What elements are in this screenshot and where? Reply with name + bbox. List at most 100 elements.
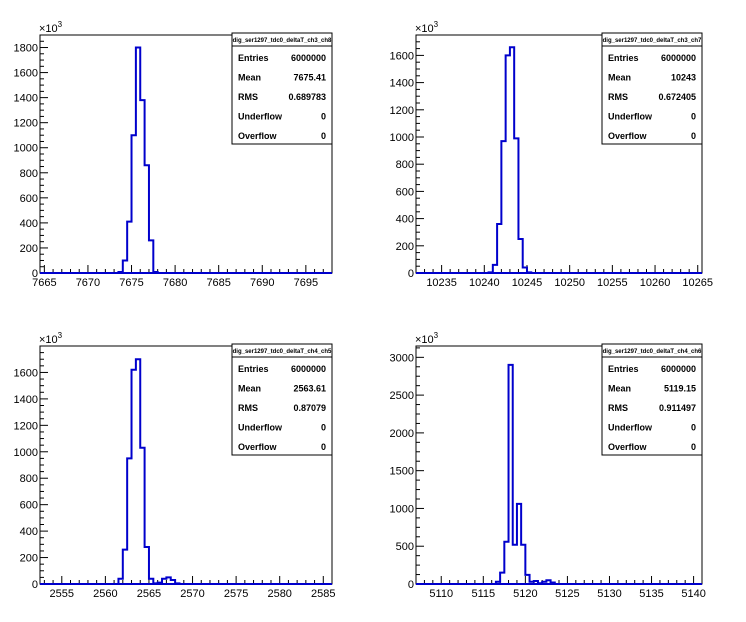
stats-value: 0: [321, 131, 326, 141]
y-tick-label: 600: [20, 500, 38, 512]
stats-label: RMS: [238, 403, 258, 413]
y-tick-label: 600: [20, 193, 38, 205]
histogram-series: [487, 46, 533, 274]
x-tick-label: 7680: [163, 277, 187, 289]
stats-label: Overflow: [238, 131, 278, 141]
stats-value: 0: [321, 442, 326, 452]
stats-value: 6000000: [661, 53, 696, 63]
stats-value: 7675.41: [293, 73, 326, 83]
x-tick-label: 10260: [640, 277, 671, 289]
histogram-pad-4: 5110 5115 5120 5125 5130 5135 5140 0 500 1000 1500…: [390, 331, 706, 600]
stats-label: Entries: [608, 364, 639, 374]
x-tick-label: 7690: [250, 277, 274, 289]
x-tick-label: 2570: [180, 588, 204, 600]
y-tick-label: 1200: [390, 105, 414, 117]
y-tick-label: 1200: [14, 118, 38, 130]
y-tick-label: 0: [32, 579, 38, 591]
stats-label: Underflow: [608, 423, 653, 433]
y-tick-label: 1000: [390, 132, 414, 144]
stats-label: Mean: [238, 73, 261, 83]
stats-value: 2563.61: [293, 384, 326, 394]
y-tick-label: 1600: [14, 367, 38, 379]
stats-box-border: [231, 32, 333, 145]
y-tick-label: 1200: [14, 420, 38, 432]
y-tick-label: 200: [20, 243, 38, 255]
x-tick-label: 10245: [512, 277, 543, 289]
y-tick-label: 500: [396, 541, 414, 553]
y-tick-label: 600: [396, 186, 414, 198]
y-tick-label: 400: [20, 218, 38, 230]
y-tick-label: 800: [20, 473, 38, 485]
stats-label: Overflow: [608, 131, 648, 141]
x-tick-label: 10255: [597, 277, 628, 289]
y-tick-label: 3000: [390, 352, 414, 364]
stats-box-border: [601, 343, 703, 456]
y-tick-label: 1000: [14, 143, 38, 155]
histogram-pad-3: 2555 2560 2565 2570 2575 2580 2585 0 200 400 600 80…: [14, 331, 336, 600]
stats-value: 0.87079: [293, 403, 326, 413]
x-tick-label: 10250: [554, 277, 585, 289]
y-exponent-label: ×103: [39, 20, 63, 35]
stats-value: 0: [321, 423, 326, 433]
y-tick-label: 1800: [14, 43, 38, 55]
y-tick-label: 1400: [14, 394, 38, 406]
y-tick-label: 2000: [390, 428, 414, 440]
x-tick-label: 10235: [426, 277, 457, 289]
x-tick-label: 7685: [206, 277, 230, 289]
y-tick-label: 800: [396, 159, 414, 171]
x-tick-label: 2585: [311, 588, 335, 600]
stats-value: 0: [691, 442, 696, 452]
histogram-series: [494, 363, 556, 585]
stats-label: Underflow: [238, 423, 283, 433]
stats-title: dig_ser1297_tdc0_deltaT_ch3_ch7: [603, 38, 702, 44]
y-tick-label: 1500: [390, 466, 414, 478]
y-tick-label: 0: [408, 579, 414, 591]
stats-label: Entries: [608, 53, 639, 63]
x-tick-label: 5140: [681, 588, 705, 600]
stats-box: dig_ser1297_tdc0_deltaT_ch3_ch7 Entries 60…: [601, 32, 703, 145]
histogram-series: [117, 46, 159, 273]
stats-value: 6000000: [291, 53, 326, 63]
y-exponent-label: ×103: [39, 331, 63, 346]
stats-value: 6000000: [661, 364, 696, 374]
stats-title: dig_ser1297_tdc0_deltaT_ch3_ch8: [233, 38, 332, 44]
histogram-pad-2: 10235 10240 10245 10250 10255 10260 10265 0 200 4…: [390, 20, 714, 289]
stats-label: Overflow: [238, 442, 278, 452]
y-tick-label: 0: [408, 268, 414, 280]
x-tick-label: 7670: [76, 277, 100, 289]
stats-value: 0: [321, 112, 326, 122]
x-tick-label: 5110: [429, 588, 453, 600]
y-tick-label: 200: [396, 241, 414, 253]
y-exponent-label: ×103: [415, 20, 439, 35]
histogram-bin: [513, 545, 517, 584]
x-tick-label: 7665: [32, 277, 56, 289]
stats-label: RMS: [608, 403, 628, 413]
x-tick-label: 2555: [50, 588, 74, 600]
histogram-pad-1: 7665 7670 7675 7680 7685 7690 7695 0 200 400 600 80…: [14, 20, 333, 289]
x-tick-label: 5120: [513, 588, 537, 600]
stats-label: Underflow: [238, 112, 283, 122]
x-tick-label: 7675: [119, 277, 143, 289]
stats-value: 10243: [671, 73, 696, 83]
stats-box: dig_ser1297_tdc0_deltaT_ch4_ch6 Entries 60…: [601, 343, 703, 456]
x-tick-label: 10265: [682, 277, 713, 289]
x-tick-label: 2560: [93, 588, 117, 600]
x-tick-label: 5135: [639, 588, 663, 600]
stats-title: dig_ser1297_tdc0_deltaT_ch4_ch6: [603, 349, 702, 355]
stats-label: Entries: [238, 53, 269, 63]
stats-label: RMS: [238, 92, 258, 102]
y-tick-label: 1400: [14, 93, 38, 105]
x-tick-label: 2565: [137, 588, 161, 600]
x-tick-label: 10240: [469, 277, 500, 289]
y-tick-label: 0: [32, 268, 38, 280]
y-tick-label: 400: [20, 526, 38, 538]
x-tick-label: 2580: [267, 588, 291, 600]
stats-value: 0.672405: [658, 92, 696, 102]
x-tick-label: 2575: [224, 588, 248, 600]
y-tick-label: 400: [396, 214, 414, 226]
y-tick-label: 1600: [390, 50, 414, 62]
stats-value: 5119.15: [664, 384, 696, 394]
y-tick-label: 1000: [14, 447, 38, 459]
stats-title: dig_ser1297_tdc0_deltaT_ch4_ch5: [233, 349, 332, 355]
